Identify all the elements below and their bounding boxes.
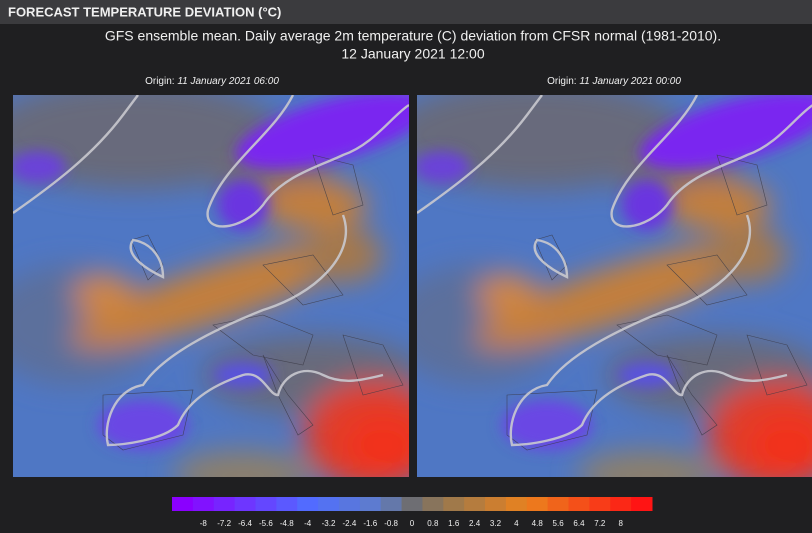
colorbar-tick-label: 2.4 [469, 519, 481, 528]
colorbar-swatch [213, 497, 236, 511]
colorbar-swatch [318, 497, 340, 511]
colorbar-swatch [255, 497, 277, 511]
header-bar [0, 0, 812, 24]
origin-prefix: Origin: [145, 76, 174, 87]
colorbar-swatch [234, 497, 256, 511]
colorbar-swatch [631, 497, 653, 511]
colorbar-tick-label: 4 [514, 519, 519, 528]
colorbar: -8 -7.2 -6.4 -5.6 -4.8 -4 -3.2 -2.4 -1.6 -0.8 0 0.8… [172, 497, 653, 528]
colorbar-tick-label: 5.6 [553, 519, 565, 528]
origin-label: Origin: 11 January 2021 00:00 [547, 76, 681, 87]
colorbar-tick-label: 7.2 [594, 519, 606, 528]
colorbar-tick-label: -6.4 [238, 519, 252, 528]
map-panel [387, 75, 812, 500]
colorbar-swatch [526, 497, 549, 511]
colorbar-swatch [464, 497, 486, 511]
colorbar-tick-label: 0.8 [427, 519, 439, 528]
subtitle-date: 12 January 2021 12:00 [341, 46, 484, 62]
colorbar-swatch [610, 497, 632, 511]
origin-label: Origin: 11 January 2021 06:00 [145, 76, 279, 87]
colorbar-swatch [380, 497, 403, 511]
colorbar-swatch [401, 497, 423, 511]
colorbar-tick-label: -4 [304, 519, 312, 528]
colorbar-swatch [422, 497, 444, 511]
colorbar-tick-label: 8 [618, 519, 623, 528]
origin-time: 11 January 2021 06:00 [177, 76, 279, 87]
colorbar-swatch [192, 497, 215, 511]
origin-time: 11 January 2021 00:00 [579, 76, 681, 87]
colorbar-tick-label: 1.6 [448, 519, 460, 528]
colorbar-tick-label: 0 [410, 519, 415, 528]
colorbar-tick-label: -0.8 [384, 519, 398, 528]
colorbar-tick-label: 3.2 [490, 519, 502, 528]
colorbar-swatch [547, 497, 570, 511]
colorbar-swatch [568, 497, 590, 511]
header-title: FORECAST TEMPERATURE DEVIATION (°C) [8, 4, 281, 19]
colorbar-swatch [505, 497, 528, 511]
colorbar-swatch [485, 497, 507, 511]
colorbar-swatch [172, 497, 194, 511]
origin-labels: Origin: 11 January 2021 06:00 Origin: 11 … [145, 76, 681, 87]
colorbar-tick-label: -1.6 [363, 519, 377, 528]
colorbar-tick-label: -5.6 [259, 519, 273, 528]
colorbar-tick-label: -2.4 [342, 519, 356, 528]
colorbar-swatch [338, 497, 361, 511]
map-panel [0, 75, 443, 500]
colorbar-swatch [359, 497, 382, 511]
subtitle: GFS ensemble mean. Daily average 2m temp… [105, 28, 721, 44]
colorbar-swatch [276, 497, 298, 511]
colorbar-swatch [443, 497, 465, 511]
colorbar-tick-label: -3.2 [322, 519, 336, 528]
colorbar-swatch [297, 497, 319, 511]
colorbar-swatch [589, 497, 611, 511]
origin-prefix: Origin: [547, 76, 576, 87]
colorbar-tick-label: -8 [200, 519, 208, 528]
colorbar-tick-label: -7.2 [217, 519, 231, 528]
colorbar-tick-label: -4.8 [280, 519, 294, 528]
colorbar-tick-label: 4.8 [532, 519, 544, 528]
colorbar-tick-label: 6.4 [573, 519, 585, 528]
